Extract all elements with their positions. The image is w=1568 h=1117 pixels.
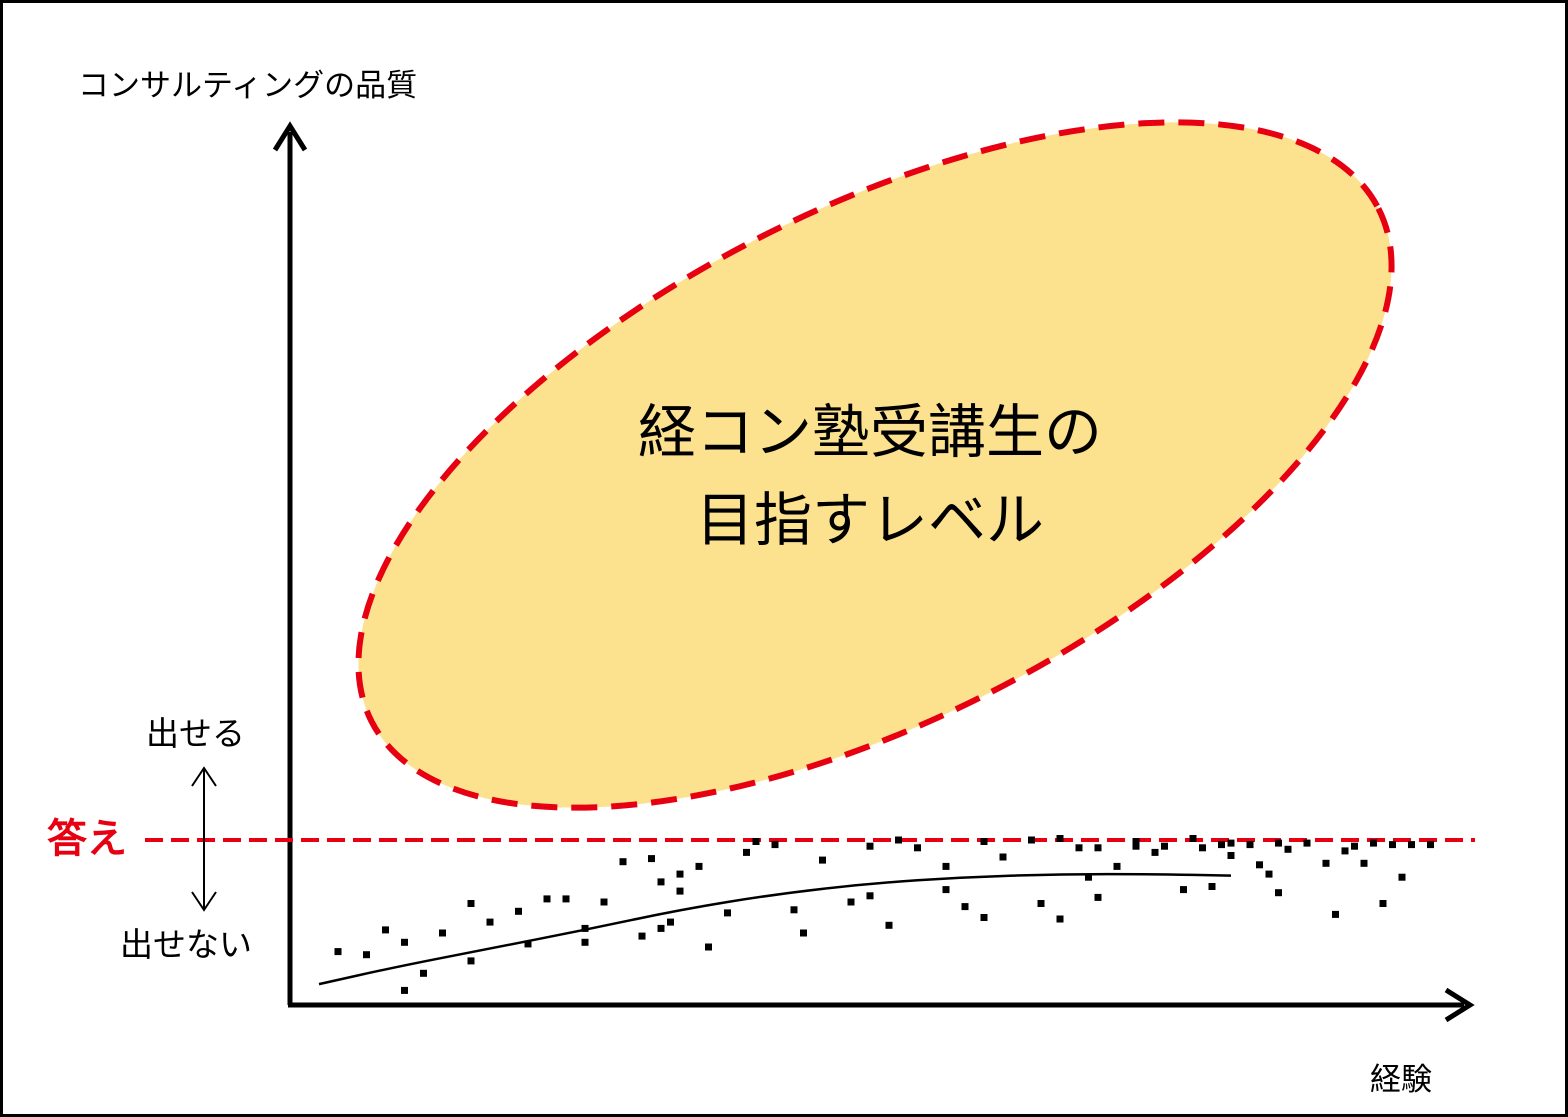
scatter-point: [1265, 870, 1273, 878]
scatter-point: [1398, 873, 1406, 881]
scatter-point: [1094, 844, 1102, 852]
scatter-point: [562, 895, 570, 903]
scatter-point: [515, 907, 522, 915]
scatter-point: [638, 932, 646, 940]
scatter-point: [790, 906, 798, 914]
scatter-point: [914, 844, 921, 852]
scatter-point: [1189, 835, 1197, 842]
scatter-point: [771, 841, 779, 849]
scatter-point: [524, 940, 532, 948]
scatter-point: [1332, 910, 1339, 918]
scatter-point: [1218, 841, 1225, 849]
scatter-point: [581, 938, 589, 946]
scatter-point: [667, 918, 674, 926]
scatter-point: [1151, 848, 1159, 856]
scatter-point: [467, 900, 475, 907]
scatter-point: [1370, 839, 1377, 847]
scatter-point: [1322, 859, 1330, 867]
scatter-point: [1227, 839, 1235, 847]
scatter-point: [942, 886, 950, 894]
scatter-point: [401, 938, 408, 946]
x-axis-arrowhead: [1444, 987, 1475, 1023]
scatter-point: [800, 929, 807, 937]
scatter-point: [1199, 844, 1206, 852]
scatter-point: [619, 858, 627, 866]
scatter-point: [847, 898, 855, 906]
scatter-point: [657, 924, 665, 932]
scatter-point: [1056, 835, 1064, 842]
scatter-point: [1208, 883, 1216, 890]
scatter-point: [676, 870, 684, 878]
scatter-point: [743, 848, 750, 856]
can-give-label: 出せる: [146, 714, 245, 753]
scatter-point: [1094, 893, 1102, 901]
scatter-point: [1284, 845, 1292, 853]
scatter-point: [1275, 839, 1282, 847]
scatter-point: [1161, 842, 1168, 850]
double-arrow-down-head: [191, 891, 217, 912]
double-arrow-up-head: [191, 766, 217, 787]
scatter-point: [648, 855, 655, 863]
scatter-point: [961, 903, 969, 911]
scatter-point: [866, 892, 874, 900]
scatter-point: [980, 838, 988, 845]
scatter-point: [1037, 900, 1045, 907]
scatter-point: [1132, 838, 1140, 845]
scatter-point: [1256, 861, 1263, 869]
scatter-point: [1408, 841, 1415, 849]
scatter-point: [1180, 886, 1187, 894]
experience-trend-curve: [318, 872, 1232, 986]
scatter-point: [980, 914, 988, 921]
scatter-points: [334, 835, 1434, 994]
scatter-point: [752, 838, 760, 845]
scatter-point: [363, 951, 370, 959]
scatter-point: [543, 895, 551, 903]
scatter-point: [1246, 841, 1254, 849]
scatter-point: [334, 948, 342, 956]
scatter-point: [1427, 841, 1434, 849]
answer-label: 答え: [47, 816, 127, 862]
scatter-point: [420, 969, 427, 977]
scatter-point: [942, 862, 950, 870]
scatter-point: [657, 878, 665, 886]
scatter-point: [676, 887, 684, 895]
scatter-point: [1360, 859, 1368, 867]
scatter-point: [1113, 862, 1121, 870]
scatter-point: [1227, 852, 1235, 859]
scatter-point: [439, 929, 446, 937]
scatter-point: [885, 921, 893, 929]
scatter-point: [1341, 847, 1349, 855]
scatter-point: [1075, 844, 1083, 852]
scatter-point: [705, 943, 712, 951]
scatter-point: [1085, 873, 1092, 881]
scatter-point: [1389, 841, 1396, 849]
scatter-point: [600, 898, 608, 906]
scatter-point: [999, 853, 1007, 861]
scatter-point: [695, 862, 703, 870]
scatter-point: [486, 918, 494, 926]
scatter-point: [1303, 839, 1311, 847]
cannot-give-label: 出せない: [120, 925, 252, 964]
scatter-point: [401, 986, 408, 994]
scatter-point: [581, 924, 589, 932]
scatter-point: [1275, 889, 1282, 897]
target-level-ellipse: [355, 119, 1395, 811]
y-axis-label: コンサルティングの品質: [78, 68, 417, 104]
scatter-point: [467, 957, 475, 965]
scatter-point: [382, 926, 389, 934]
target-level-text-line2: 目指すレベル: [696, 486, 1044, 554]
scatter-point: [1351, 842, 1358, 850]
target-level-text-line1: 経コン塾受講生の: [638, 398, 1102, 466]
x-axis-label: 経験: [1370, 1062, 1432, 1098]
scatter-point: [1132, 842, 1140, 850]
scatter-point: [819, 856, 826, 864]
scatter-point: [866, 842, 874, 850]
scatter-point: [895, 836, 902, 844]
scatter-point: [724, 909, 731, 917]
y-axis-arrowhead: [272, 121, 308, 152]
scatter-point: [1056, 915, 1064, 923]
scatter-point: [1028, 836, 1035, 844]
scatter-point: [1379, 900, 1387, 907]
